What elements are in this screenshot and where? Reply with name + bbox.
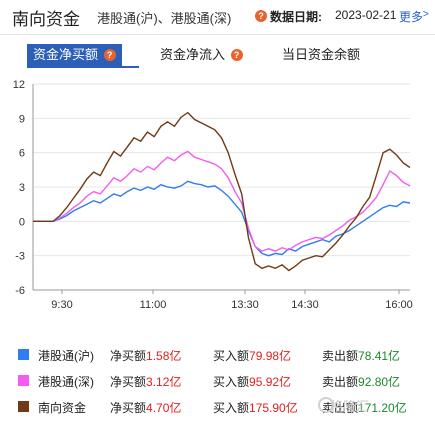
legend-name: 港股通(深) <box>38 375 94 389</box>
tab-net-inflow[interactable]: 资金净流入 ? <box>160 44 243 66</box>
help-icon[interactable]: ? <box>103 49 116 61</box>
x-axis: 9:30 11:00 13:30 14:30 16:00 <box>51 290 413 311</box>
y-tick-label: 0 <box>19 216 25 228</box>
series-line <box>33 180 411 257</box>
buy-value: 175.90亿 <box>249 401 298 415</box>
watermark-logo-icon <box>318 397 334 413</box>
y-tick-label: -6 <box>15 285 25 297</box>
y-tick-label: 12 <box>13 79 25 91</box>
y-tick-label: 3 <box>19 182 25 194</box>
legend-swatch <box>18 375 29 386</box>
x-tick-label: 16:00 <box>385 299 413 311</box>
buy-value: 79.98亿 <box>249 349 292 363</box>
page-title: 南向资金 <box>12 10 80 29</box>
legend-buy: 买入额175.90亿 <box>213 399 298 416</box>
net-label: 净买额 <box>110 401 147 415</box>
chevron-right-icon[interactable]: > <box>423 9 429 20</box>
x-tick-label: 9:30 <box>51 299 72 311</box>
legend-swatch <box>18 349 29 360</box>
buy-label: 买入额 <box>213 349 250 363</box>
legend-buy: 买入额95.92亿 <box>213 373 291 390</box>
tab-net-inflow-label: 资金净流入 <box>160 47 226 62</box>
sell-value: 92.80亿 <box>358 375 401 389</box>
tab-bar: 资金净买额 ? 资金净流入 ? 当日资金余额 <box>0 44 435 68</box>
y-axis: 12 9 6 3 0 -3 -6 <box>13 79 25 297</box>
x-tick-label: 13:30 <box>231 299 259 311</box>
sell-value: 171.20亿 <box>358 401 407 415</box>
more-link[interactable]: 更多 <box>399 10 424 24</box>
x-tick-label: 11:00 <box>140 299 167 311</box>
legend-row-south: 南向资金 净买额4.70亿 买入额175.90亿 卖出额171.20亿 <box>0 396 435 418</box>
watermark: 格隆汇 <box>330 399 370 414</box>
x-tick-label: 14:30 <box>291 299 319 311</box>
sell-value: 78.41亿 <box>358 349 401 363</box>
header: 南向资金 港股通(沪)、港股通(深) ? 数据日期: 2023-02-21 更多… <box>0 0 435 34</box>
legend-name: 南向资金 <box>38 401 87 415</box>
divider <box>0 34 435 35</box>
net-label: 净买额 <box>110 349 147 363</box>
date-label: 数据日期: <box>270 10 322 24</box>
buy-label: 买入额 <box>213 401 250 415</box>
y-tick-label: 6 <box>19 148 25 160</box>
legend-net: 净买额4.70亿 <box>110 399 181 416</box>
chart-grid <box>32 83 410 291</box>
chart-lines <box>33 111 411 272</box>
legend-buy: 买入额79.98亿 <box>213 347 291 364</box>
net-buy-chart: 12 9 6 3 0 -3 -6 9:30 11:00 13:30 14:30 16:00 <box>13 79 413 311</box>
date-value: 2023-02-21 <box>335 8 397 22</box>
subtitle: 港股通(沪)、港股通(深) <box>97 11 232 26</box>
buy-label: 买入额 <box>213 375 250 389</box>
y-tick-label: -3 <box>15 251 25 263</box>
legend-name: 港股通(沪) <box>38 349 94 363</box>
legend-sell: 卖出额92.80亿 <box>322 373 400 390</box>
series-line <box>33 150 411 252</box>
tab-net-buy-label: 资金净买额 <box>33 47 99 62</box>
net-value: 1.58亿 <box>146 349 182 363</box>
legend-net: 净买额1.58亿 <box>110 347 181 364</box>
active-tab-indicator <box>27 66 139 68</box>
legend-row-sh: 港股通(沪) 净买额1.58亿 买入额79.98亿 卖出额78.41亿 <box>0 344 435 366</box>
legend-net: 净买额3.12亿 <box>110 373 181 390</box>
sell-label: 卖出额 <box>322 349 359 363</box>
net-value: 4.70亿 <box>146 401 182 415</box>
legend-swatch <box>18 401 29 412</box>
sell-label: 卖出额 <box>322 375 359 389</box>
buy-value: 95.92亿 <box>249 375 292 389</box>
net-label: 净买额 <box>110 375 147 389</box>
tab-daily-balance[interactable]: 当日资金余额 <box>282 47 361 62</box>
help-icon[interactable]: ? <box>230 49 243 61</box>
series-line <box>33 111 411 272</box>
y-tick-label: 9 <box>19 113 25 125</box>
legend-sell: 卖出额78.41亿 <box>322 347 400 364</box>
net-value: 3.12亿 <box>146 375 182 389</box>
help-icon[interactable]: ? <box>255 10 267 22</box>
tab-net-buy[interactable]: 资金净买额 ? <box>27 44 122 66</box>
legend-row-sz: 港股通(深) 净买额3.12亿 买入额95.92亿 卖出额92.80亿 <box>0 370 435 392</box>
